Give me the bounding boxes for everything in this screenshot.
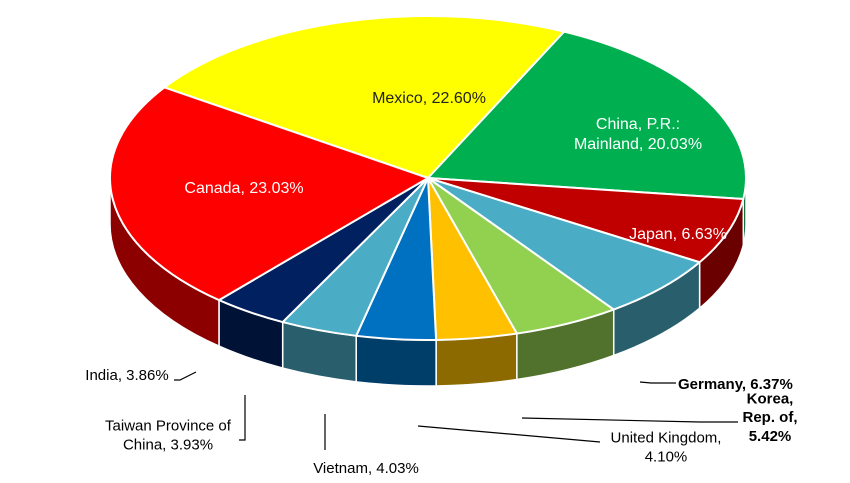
pie-slice-0 [163,15,566,179]
pie-side-group [109,177,747,387]
leader-line-8 [174,371,197,381]
pie-slice-3 [427,177,701,311]
pie-top-group [109,15,747,341]
leader-line-5 [417,425,601,443]
slice-labels: Mexico, 22.60% China, P.R.: Mainland, 20.0… [85,90,797,477]
slice-label-0: Mexico, 22.60% [372,90,486,107]
pie-slice-9 [109,86,429,302]
leader-line-4 [521,417,738,423]
leader-line-7 [239,395,246,441]
slice-label-7: Taiwan Province of China, 3.93% [105,418,232,454]
slice-label-3: Germany, 6.37% [678,376,793,393]
pie-side-5 [435,332,518,387]
slice-label-4: Korea, Rep. of, 5.42% [743,390,798,445]
pie-slice-2 [427,177,745,264]
pie-side-6 [355,334,437,387]
slice-label-2: Japan, 6.63% [629,226,727,243]
slice-label-1: China, P.R.: Mainland, 20.03% [574,116,702,153]
pie-slice-1 [427,30,747,201]
leader-lines [174,371,738,450]
slice-label-6: Vietnam, 4.03% [313,460,419,477]
slice-label-9: Canada, 23.03% [184,180,303,197]
leader-line-3 [639,381,676,384]
slice-label-5: United Kingdom, 4.10% [611,430,722,466]
slice-label-8: India, 3.86% [85,367,168,384]
